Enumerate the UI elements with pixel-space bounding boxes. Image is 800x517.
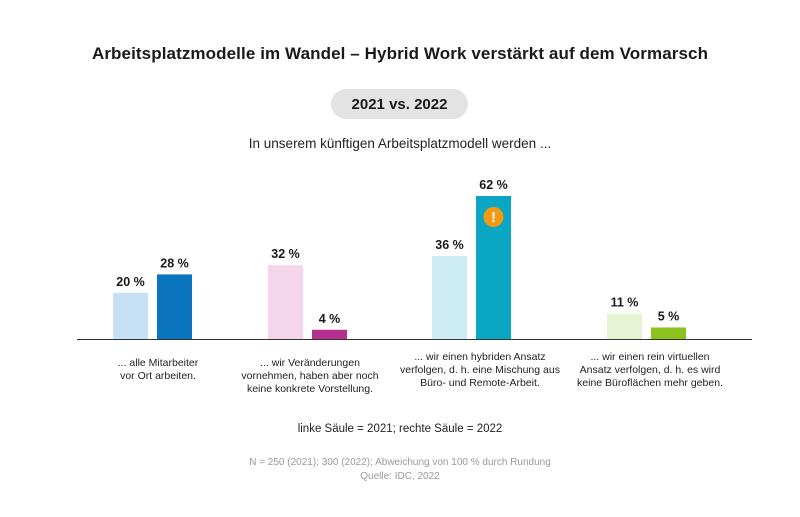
category-label-1: ... wir Veränderungen vornehmen, haben a…: [235, 357, 385, 396]
value-label-2021-category-3: 11 %: [611, 296, 639, 310]
bar-2022-category-3: [651, 327, 686, 339]
bar-2021-category-0: [113, 292, 148, 339]
category-label-1-line-0: ... wir Veränderungen: [260, 357, 360, 369]
category-label-1-line-1: vornehmen, haben aber noch: [241, 370, 379, 382]
bar-2022-category-0: [157, 274, 192, 339]
value-label-2021-category-1: 32 %: [271, 247, 300, 261]
category-label-3-line-0: ... wir einen rein virtuellen: [590, 351, 710, 363]
category-label-2-line-0: ... wir einen hybriden Ansatz: [414, 351, 546, 363]
category-label-3: ... wir einen rein virtuellen Ansatz ver…: [570, 351, 730, 390]
category-label-0-line-0: ... alle Mitarbeiter: [117, 357, 199, 369]
category-label-0: ... alle Mitarbeiter vor Ort arbeiten.: [83, 357, 233, 383]
category-label-2-line-2: Büro- und Remote-Arbeit.: [420, 377, 540, 389]
bar-2021-category-2: [432, 255, 467, 339]
value-label-2022-category-0: 28 %: [160, 256, 189, 270]
comparison-pill-label: 2021 vs. 2022: [351, 95, 448, 113]
value-label-2022-category-1: 4 %: [319, 312, 341, 326]
bar-2021-category-1: [268, 265, 303, 339]
bar-2022-category-1: [312, 329, 347, 339]
footnote: N = 250 (2021); 300 (2022); Abweichung v…: [0, 456, 800, 484]
value-label-2022-category-2: 62 %: [479, 178, 508, 192]
category-label-2-line-1: verfolgen, d. h. eine Mischung aus: [400, 364, 560, 376]
value-label-2021-category-0: 20 %: [116, 275, 145, 289]
exclamation-icon-circle: [483, 207, 504, 227]
category-label-0-line-1: vor Ort arbeiten.: [120, 370, 196, 382]
footnote-source: Quelle: IDC, 2022: [360, 471, 440, 482]
category-label-3-line-1: Ansatz verfolgen, d. h. es wird: [579, 364, 721, 376]
category-label-1-line-2: keine konkrete Vorstellung.: [246, 383, 374, 395]
comparison-pill: 2021 vs. 2022: [331, 89, 468, 119]
exclamation-icon-glyph: !: [491, 209, 496, 226]
category-label-2: ... wir einen hybriden Ansatz verfolgen,…: [396, 351, 564, 390]
bar-2021-category-3: [607, 313, 642, 339]
value-label-2022-category-3: 5 %: [658, 309, 680, 323]
category-label-3-line-2: keine Büroflächen mehr geben.: [577, 377, 723, 389]
chart-title: Arbeitsplatzmodelle im Wandel – Hybrid W…: [91, 44, 709, 63]
exclamation-icon: !: [483, 207, 504, 227]
legend-text: linke Säule = 2021; rechte Säule = 2022: [297, 423, 503, 435]
footnote-sample-size: N = 250 (2021); 300 (2022); Abweichung v…: [249, 457, 551, 468]
value-label-2021-category-2: 36 %: [435, 238, 464, 252]
chart-subtitle: In unserem künftigen Arbeitsplatzmodell …: [248, 136, 552, 151]
